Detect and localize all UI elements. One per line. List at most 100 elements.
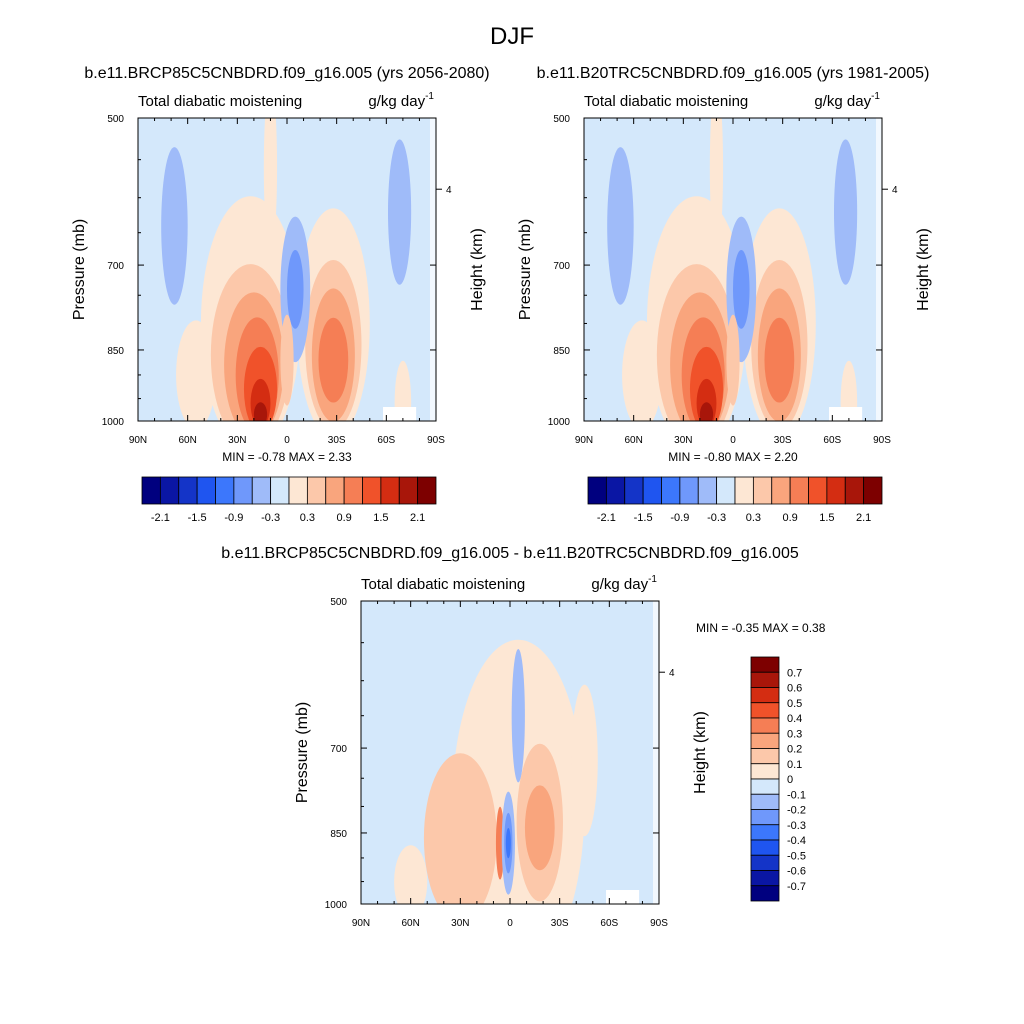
colorbar-label: -0.6 [787,866,806,878]
x-tick-label: 30S [774,435,792,446]
y-tick-label: 700 [107,261,124,272]
colorbar-label: 0.7 [787,667,802,679]
contour-region [495,806,505,880]
colorbar: -2.1 -1.5 -0.9 -0.3 0.3 0.9 1.5 2.1 [587,476,883,524]
units-superscript: -1 [425,91,434,102]
colorbar-box [863,476,883,505]
units-superscript: -1 [648,574,657,585]
colorbar-box [417,476,437,505]
contour-region [571,684,598,837]
panels: b.e11.BRCP85C5CNBDRD.f09_g16.005 (yrs 20… [71,65,932,929]
colorbar-box [716,476,736,505]
colorbar-box [750,702,780,719]
x-tick-label: 90N [129,435,147,446]
contour-region [764,317,795,403]
colorbar: 0.7 0.6 0.5 0.4 0.3 0.2 0.1 0 -0.1 -0.2 -0.3 -0.4 -0… [750,656,806,902]
units-text: g/kg day [814,93,871,110]
contour-region [387,139,412,285]
colorbar-label: -0.9 [224,512,243,524]
min-max-text: MIN = -0.80 MAX = 2.20 [668,450,798,464]
colorbar-box [750,809,780,826]
edge-mask [653,601,659,904]
colorbar-box [661,476,681,505]
colorbar-box [343,476,363,505]
colorbar-box [196,476,216,505]
right-axis-title: Height (km) [915,228,932,311]
min-max-text: MIN = -0.35 MAX = 0.38 [696,621,826,635]
x-tick-label: 60S [823,435,841,446]
y-axis-title: Pressure (mb) [294,702,311,803]
colorbar-label: 1.5 [819,512,834,524]
x-tick-label: 90S [650,918,668,929]
min-max-text: MIN = -0.78 MAX = 2.33 [222,450,352,464]
colorbar-box [750,656,780,673]
x-tick-label: 90S [873,435,891,446]
colorbar-label: 0.1 [787,759,802,771]
right-axis-title: Height (km) [692,711,709,794]
colorbar-box [750,717,780,734]
x-tick-label: 30N [451,918,469,929]
colorbar-label: -2.1 [151,512,170,524]
colorbar-box [771,476,791,505]
variable-label: Total diabatic moistening [584,93,748,110]
colorbar: -2.1 -1.5 -0.9 -0.3 0.3 0.9 1.5 2.1 [141,476,437,524]
colorbar-box [141,476,161,505]
colorbar-box [750,839,780,856]
contour-region [699,402,714,421]
colorbar-box [159,476,180,505]
units-label: g/kg day-1 [368,91,434,110]
colorbar-box [734,476,754,505]
edge-mask [876,118,882,421]
variable-label: Total diabatic moistening [138,93,302,110]
y-tick-label: 500 [553,114,570,125]
colorbar-label: 0 [787,774,793,786]
contour-field [361,601,659,904]
x-tick-label: 30N [228,435,246,446]
colorbar-box [178,476,198,505]
colorbar-box [251,476,272,505]
colorbar-box [750,870,780,887]
height-tick-label: 4 [446,185,452,196]
contour-field [584,118,882,421]
panel-p2: b.e11.B20TRC5CNBDRD.f09_g16.005 (yrs 198… [517,65,932,524]
colorbar-label: -0.4 [787,835,806,847]
y-tick-label: 500 [107,114,124,125]
colorbar-label: 0.4 [787,713,802,725]
panel-title: b.e11.BRCP85C5CNBDRD.f09_g16.005 (yrs 20… [84,65,489,82]
missing-data-mask [606,890,640,904]
colorbar-label: 0.6 [787,683,802,695]
colorbar-box [750,687,780,704]
colorbar-box [808,476,828,505]
colorbar-label: 0.3 [787,728,802,740]
x-tick-label: 0 [507,918,513,929]
height-tick-label: 4 [892,185,898,196]
colorbar-box [215,476,235,505]
contour-region [709,118,724,253]
missing-data-mask [383,407,417,421]
y-tick-label: 700 [553,261,570,272]
colorbar-box [362,476,382,505]
x-tick-label: 0 [284,435,290,446]
x-tick-label: 60N [401,918,419,929]
units-superscript: -1 [871,91,880,102]
colorbar-box [697,476,718,505]
right-axis-title: Height (km) [469,228,486,311]
missing-data-mask [829,407,863,421]
x-tick-label: 90S [427,435,445,446]
colorbar-label: -0.3 [707,512,726,524]
colorbar-box [750,778,780,795]
colorbar-box [679,476,699,505]
edge-mask [430,118,436,421]
colorbar-box [587,476,607,505]
colorbar-label: -0.1 [787,789,806,801]
units-text: g/kg day [368,93,425,110]
contour-region [524,785,555,871]
units-text: g/kg day [591,576,648,593]
x-tick-label: 30S [328,435,346,446]
colorbar-label: -1.5 [634,512,653,524]
y-tick-label: 1000 [102,417,125,428]
colorbar-label: -0.3 [261,512,280,524]
colorbar-box [750,763,780,780]
panel-title: b.e11.BRCP85C5CNBDRD.f09_g16.005 - b.e11… [221,545,799,562]
